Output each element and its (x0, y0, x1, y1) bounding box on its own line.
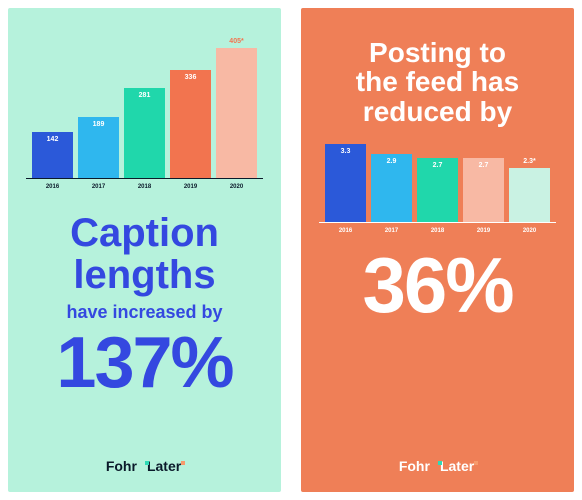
footer-brands: Fohr Later (106, 458, 183, 474)
percent-value: 36% (362, 246, 512, 324)
left-chart: 142 189 281 336 405* 2016 2017 2018 2019 2020 (26, 38, 263, 190)
bar-value-label: 189 (78, 121, 119, 128)
right-chart: 3.3 2.9 2.7 2.7 2.3* 2016 2017 2018 2019 2020 (319, 144, 556, 234)
later-dot-icon (438, 461, 442, 465)
bar-value-label: 405* (216, 38, 257, 45)
x-axis-label: 2020 (216, 184, 257, 190)
bar-value-label: 281 (124, 92, 165, 99)
bar: 3.3 (325, 144, 366, 222)
bar-2020: 2.3* (509, 158, 550, 222)
card-posting-feed: Posting to the feed has reduced by 3.3 2.… (301, 8, 574, 492)
x-axis-label: 2018 (124, 184, 165, 190)
bar: 336 (170, 70, 211, 178)
bar-value-label: 3.3 (325, 148, 366, 155)
bar (216, 48, 257, 178)
bar: 2.9 (371, 154, 412, 223)
sub-line: have increased by (66, 302, 222, 323)
percent-value: 137% (56, 327, 232, 399)
headline: Posting to the feed has reduced by (356, 38, 519, 126)
bar-value-label: 2.9 (371, 158, 412, 165)
brand-later: Later (145, 458, 183, 474)
x-axis-label: 2019 (170, 184, 211, 190)
brand-later-label: Later (147, 458, 181, 474)
card-caption-lengths: 142 189 281 336 405* 2016 2017 2018 2019 2020 Ca… (8, 8, 281, 492)
headline-line-1: Posting to (356, 38, 519, 67)
x-axis-label: 2018 (417, 228, 458, 234)
bar-2016: 3.3 (325, 144, 366, 222)
bar (509, 168, 550, 222)
bar-2020: 405* (216, 38, 257, 178)
later-dot-icon (181, 461, 185, 465)
brand-fohr: Fohr (106, 458, 137, 474)
bar: 2.7 (463, 158, 504, 222)
headline: Caption lengths (70, 212, 219, 296)
bar-2018: 2.7 (417, 158, 458, 222)
bar-2018: 281 (124, 88, 165, 178)
x-axis-label: 2016 (325, 228, 366, 234)
x-axis-label: 2017 (371, 228, 412, 234)
bar-2017: 189 (78, 117, 119, 178)
bar-2016: 142 (32, 132, 73, 178)
headline-line-2: the feed has (356, 67, 519, 96)
x-axis-label: 2019 (463, 228, 504, 234)
headline-line-1: Caption (70, 212, 219, 254)
later-dot-icon (145, 461, 149, 465)
x-axis-label: 2017 (78, 184, 119, 190)
brand-later: Later (438, 458, 476, 474)
bar-2017: 2.9 (371, 154, 412, 223)
bar: 189 (78, 117, 119, 178)
footer-brands: Fohr Later (399, 458, 476, 474)
headline-line-3: reduced by (356, 97, 519, 126)
headline-line-2: lengths (70, 254, 219, 296)
x-axis-label: 2016 (32, 184, 73, 190)
later-dot-icon (474, 461, 478, 465)
bar: 2.7 (417, 158, 458, 222)
brand-fohr: Fohr (399, 458, 430, 474)
bar-value-label: 142 (32, 136, 73, 143)
brand-later-label: Later (440, 458, 474, 474)
bar-value-label: 336 (170, 74, 211, 81)
bar-value-label: 2.7 (417, 162, 458, 169)
bar: 142 (32, 132, 73, 178)
bar-value-label: 2.7 (463, 162, 504, 169)
bar-2019: 336 (170, 70, 211, 178)
bar-2019: 2.7 (463, 158, 504, 222)
bar-value-label: 2.3* (509, 158, 550, 165)
bar: 281 (124, 88, 165, 178)
x-axis-label: 2020 (509, 228, 550, 234)
